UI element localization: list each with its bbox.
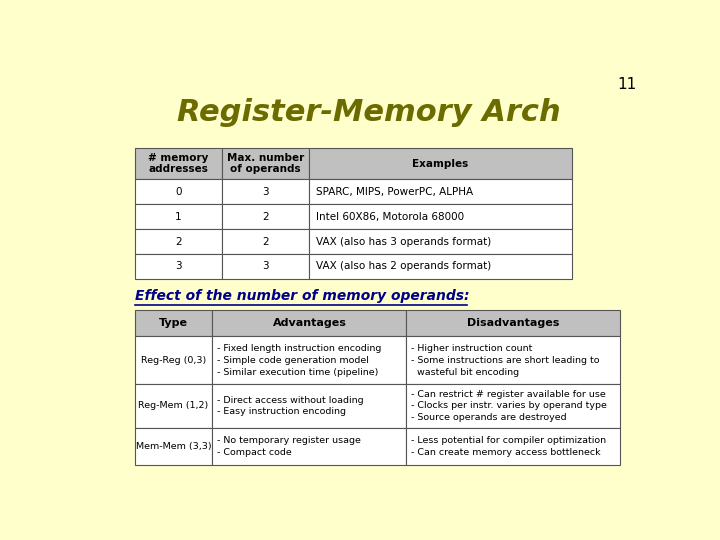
Text: - Less potential for compiler optimization
- Can create memory access bottleneck: - Less potential for compiler optimizati… [411, 436, 606, 457]
Text: Register-Memory Arch: Register-Memory Arch [177, 98, 561, 127]
FancyBboxPatch shape [135, 204, 222, 229]
FancyBboxPatch shape [212, 384, 407, 428]
FancyBboxPatch shape [135, 229, 222, 254]
Text: Type: Type [159, 318, 188, 328]
Text: Effect of the number of memory operands:: Effect of the number of memory operands: [135, 289, 469, 303]
FancyBboxPatch shape [222, 254, 310, 279]
FancyBboxPatch shape [407, 384, 620, 428]
FancyBboxPatch shape [135, 310, 212, 336]
Text: - No temporary register usage
- Compact code: - No temporary register usage - Compact … [217, 436, 361, 457]
Text: 3: 3 [175, 261, 181, 272]
FancyBboxPatch shape [135, 179, 222, 204]
Text: 1: 1 [175, 212, 181, 221]
Text: Mem-Mem (3,3): Mem-Mem (3,3) [135, 442, 211, 451]
FancyBboxPatch shape [222, 229, 310, 254]
FancyBboxPatch shape [135, 428, 212, 465]
Text: 0: 0 [175, 187, 181, 197]
FancyBboxPatch shape [310, 204, 572, 229]
Text: SPARC, MIPS, PowerPC, ALPHA: SPARC, MIPS, PowerPC, ALPHA [316, 187, 473, 197]
Text: Intel 60X86, Motorola 68000: Intel 60X86, Motorola 68000 [316, 212, 464, 221]
Text: - Higher instruction count
- Some instructions are short leading to
  wasteful b: - Higher instruction count - Some instru… [411, 344, 600, 376]
FancyBboxPatch shape [212, 428, 407, 465]
Text: # memory
addresses: # memory addresses [148, 153, 209, 174]
Text: VAX (also has 2 operands format): VAX (also has 2 operands format) [316, 261, 491, 272]
Text: Disadvantages: Disadvantages [467, 318, 559, 328]
Text: Examples: Examples [413, 159, 469, 168]
Text: Max. number
of operands: Max. number of operands [227, 153, 305, 174]
Text: 11: 11 [618, 77, 637, 92]
FancyBboxPatch shape [222, 204, 310, 229]
FancyBboxPatch shape [212, 310, 407, 336]
Text: Reg-Reg (0,3): Reg-Reg (0,3) [141, 356, 206, 364]
Text: - Direct access without loading
- Easy instruction encoding: - Direct access without loading - Easy i… [217, 396, 364, 416]
Text: 2: 2 [262, 212, 269, 221]
FancyBboxPatch shape [310, 148, 572, 179]
FancyBboxPatch shape [407, 310, 620, 336]
FancyBboxPatch shape [135, 336, 212, 384]
FancyBboxPatch shape [212, 336, 407, 384]
FancyBboxPatch shape [310, 254, 572, 279]
FancyBboxPatch shape [135, 148, 222, 179]
Text: Advantages: Advantages [272, 318, 346, 328]
Text: 3: 3 [262, 261, 269, 272]
Text: 2: 2 [262, 237, 269, 247]
Text: - Can restrict # register available for use
- Clocks per instr. varies by operan: - Can restrict # register available for … [411, 390, 607, 422]
FancyBboxPatch shape [135, 254, 222, 279]
FancyBboxPatch shape [310, 229, 572, 254]
Text: 2: 2 [175, 237, 181, 247]
FancyBboxPatch shape [222, 148, 310, 179]
Text: VAX (also has 3 operands format): VAX (also has 3 operands format) [316, 237, 491, 247]
Text: - Fixed length instruction encoding
- Simple code generation model
- Similar exe: - Fixed length instruction encoding - Si… [217, 344, 381, 376]
FancyBboxPatch shape [135, 384, 212, 428]
FancyBboxPatch shape [310, 179, 572, 204]
FancyBboxPatch shape [222, 179, 310, 204]
FancyBboxPatch shape [407, 428, 620, 465]
Text: Reg-Mem (1,2): Reg-Mem (1,2) [138, 401, 209, 410]
FancyBboxPatch shape [407, 336, 620, 384]
Text: 3: 3 [262, 187, 269, 197]
